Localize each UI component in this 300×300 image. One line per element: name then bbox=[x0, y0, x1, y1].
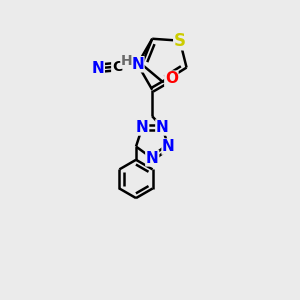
Text: N: N bbox=[131, 57, 144, 72]
Text: N: N bbox=[156, 120, 169, 135]
Text: H: H bbox=[121, 54, 132, 68]
Text: S: S bbox=[174, 32, 186, 50]
Text: N: N bbox=[92, 61, 104, 76]
Text: O: O bbox=[165, 71, 178, 86]
Text: C: C bbox=[112, 60, 122, 74]
Text: N: N bbox=[162, 139, 175, 154]
Text: N: N bbox=[136, 120, 148, 135]
Text: N: N bbox=[146, 151, 159, 166]
